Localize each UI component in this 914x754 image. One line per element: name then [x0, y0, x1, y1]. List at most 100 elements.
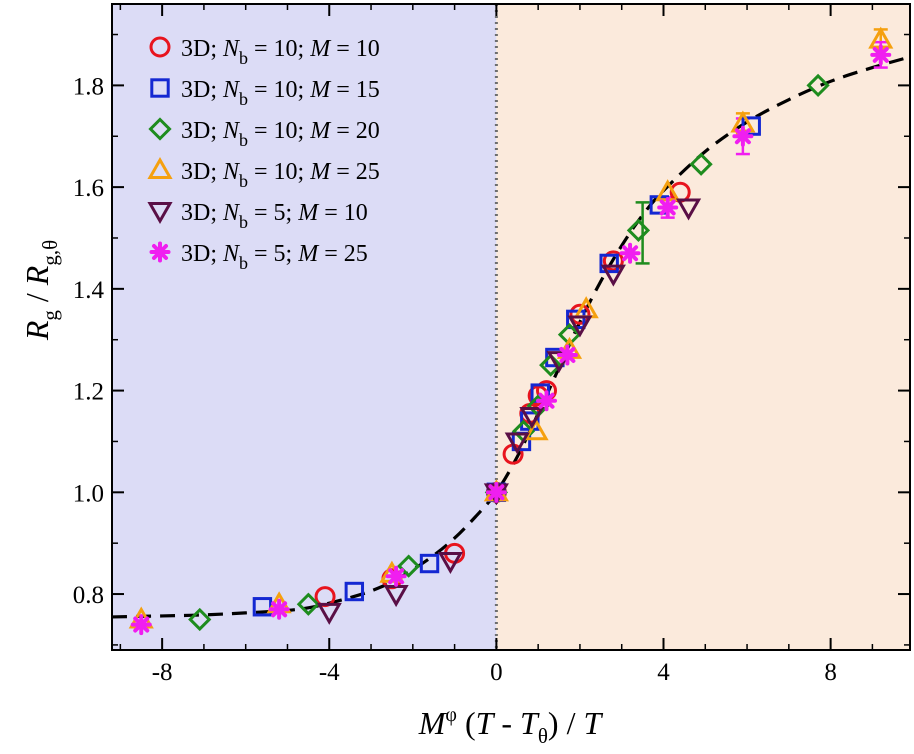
- marker-s4-8: [600, 264, 626, 287]
- marker-s5-1-core: [274, 605, 284, 614]
- marker-s5-7: [657, 196, 679, 218]
- legend-label-part: = 5;: [248, 200, 298, 226]
- marker-s5-1: [268, 598, 290, 620]
- plot-border: [111, 3, 911, 651]
- legend-label-part: = 10;: [248, 159, 310, 185]
- marker-s5-9-core: [876, 50, 886, 60]
- marker-s5-4-core: [542, 396, 551, 406]
- marker-s5-0: [130, 614, 152, 636]
- legend-label-1: 3D; Nb = 10; M = 15: [181, 77, 380, 109]
- marker-s0-8: [569, 303, 591, 325]
- marker-s4-2: [437, 551, 464, 575]
- legend-label-part: = 25: [318, 241, 368, 267]
- legend-label-part: = 10;: [248, 118, 310, 144]
- marker-s4-9: [675, 198, 702, 221]
- legend-label-part: M: [309, 77, 332, 103]
- y-tick-label-5: 1.8: [73, 73, 104, 100]
- marker-s2-0: [188, 607, 212, 632]
- legend-marker-5: [149, 241, 171, 263]
- legend-label-part: 3D;: [181, 118, 223, 144]
- region-0: [112, 4, 497, 650]
- legend-label-part: M: [309, 118, 332, 144]
- legend-label-part: b: [239, 48, 248, 68]
- marker-s5-9: [870, 44, 892, 66]
- legend-marker-0: [149, 36, 171, 58]
- x-tick-label-2: 0: [490, 659, 503, 686]
- marker-s4-6: [546, 351, 572, 374]
- marker-s5-2: [385, 565, 407, 587]
- y-tick-label-3: 1.4: [73, 277, 105, 304]
- marker-s5-8: [732, 125, 754, 147]
- marker-s5-6-core: [625, 248, 635, 258]
- legend-label-part: 3D;: [181, 36, 223, 62]
- marker-s1-2: [419, 553, 440, 574]
- legend-label-part: 3D;: [181, 159, 223, 185]
- marker-s2-10: [806, 73, 830, 98]
- legend-label-part: = 10;: [248, 77, 310, 103]
- marker-s5-2-core: [391, 571, 401, 581]
- marker-s1-9: [599, 253, 619, 274]
- marker-s4-4: [504, 432, 530, 455]
- shaded-regions: [112, 4, 910, 650]
- marker-s2-2: [397, 554, 421, 578]
- legend-label-part: 3D;: [181, 77, 223, 103]
- y-tick-label-1: 1.0: [73, 480, 104, 507]
- legend-label-part: N: [222, 118, 241, 144]
- legend-label-part: = 5;: [248, 241, 298, 267]
- y-axis-title: Rg / Rg,θ: [19, 240, 62, 341]
- legend-label-part: 3D;: [181, 200, 223, 226]
- legend-label-part: N: [222, 159, 241, 185]
- fit-curve: [111, 55, 911, 619]
- legend-label-part: b: [239, 130, 248, 150]
- marker-s4-5: [519, 407, 545, 430]
- y-tick-label-4: 1.6: [73, 175, 104, 202]
- marker-s5-3: [485, 481, 507, 503]
- marker-s5-7-core: [663, 203, 672, 212]
- marker-s5-6: [619, 242, 641, 264]
- y-tick-label-2: 1.2: [73, 379, 104, 406]
- legend-marker-2: [148, 117, 172, 141]
- marker-s0-9: [602, 250, 624, 272]
- marker-s5-5-core: [563, 350, 572, 360]
- legend-label-part: M: [309, 36, 332, 62]
- legend-label-part: = 10: [318, 200, 368, 226]
- legend-label-part: = 10: [330, 36, 380, 62]
- legend-label-4: 3D; Nb = 5; M = 10: [181, 200, 368, 232]
- legend-label-part: b: [239, 212, 248, 232]
- region-1: [496, 4, 910, 650]
- legend-label-part: M: [297, 241, 320, 267]
- legend-label-part: 3D;: [181, 241, 223, 267]
- marker-s1-1: [344, 581, 365, 602]
- legend-label-5: 3D; Nb = 5; M = 25: [181, 241, 368, 273]
- marker-s5-8-core: [738, 132, 748, 141]
- marker-s2-1: [296, 592, 320, 616]
- marker-s2-7: [557, 323, 582, 347]
- legend-label-part: N: [222, 77, 241, 103]
- legend-label-part: = 25: [330, 159, 380, 185]
- legend-label-part: b: [239, 171, 248, 191]
- fit-curve-line: [111, 55, 911, 619]
- legend-label-part: M: [297, 200, 320, 226]
- legend-label-part: b: [239, 253, 248, 273]
- axis-ticks: -8 -4 0 4 8 0.8 1.0 1.2 1.4 1.6 1.8: [73, 4, 910, 686]
- legend-label-0: 3D; Nb = 10; M = 10: [181, 36, 380, 68]
- legend-marker-5-core: [155, 247, 165, 257]
- legend-marker-1: [150, 78, 170, 98]
- legend-label-2: 3D; Nb = 10; M = 20: [181, 118, 380, 150]
- legend-label-3: 3D; Nb = 10; M = 25: [181, 159, 380, 191]
- legend-label-part: N: [222, 200, 241, 226]
- marker-s2-8: [626, 218, 651, 242]
- legend-label-part: M: [309, 159, 332, 185]
- x-tick-label-1: -4: [319, 659, 340, 686]
- x-tick-label-0: -8: [152, 659, 173, 686]
- marker-s4-0: [316, 602, 342, 625]
- marker-s2-9: [689, 152, 713, 176]
- plot-frame: [111, 3, 911, 651]
- y-tick-label-0: 0.8: [73, 582, 104, 609]
- legend-label-part: = 15: [330, 77, 380, 103]
- marker-s5-4: [536, 390, 558, 412]
- legend-label-part: = 20: [330, 118, 380, 144]
- marker-s5-0-core: [136, 620, 146, 629]
